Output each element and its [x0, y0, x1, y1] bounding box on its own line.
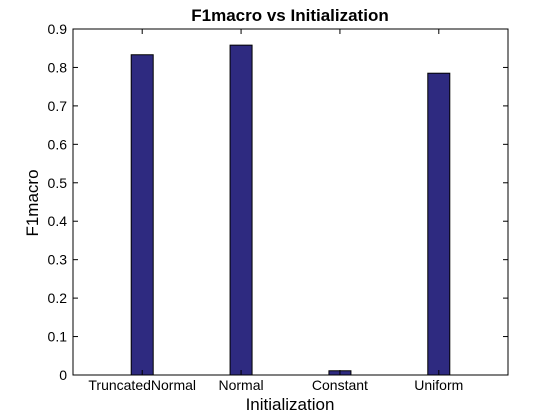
plot-frame [72, 28, 509, 376]
y-tick-label-7: 0.7 [48, 98, 68, 114]
bar-1 [229, 44, 253, 376]
y-tick-label-6: 0.6 [48, 136, 68, 152]
y-tick-label-3: 0.3 [48, 252, 68, 268]
x-tick-label-0: TruncatedNormal [88, 377, 196, 393]
y-tick-label-1: 0.1 [48, 329, 68, 345]
y-tick-label-0: 0 [59, 367, 67, 383]
chart-title: F1macro vs Initialization [191, 6, 388, 25]
y-tick-label-8: 0.8 [48, 59, 68, 75]
x-tick-label-1: Normal [219, 377, 264, 393]
plot-area: 0 0.1 0.2 0.3 0.4 0.5 0.6 0.7 0.8 0.9 TruncatedNor… [48, 21, 509, 393]
bar-0 [130, 54, 154, 376]
x-tick-label-2: Constant [312, 377, 368, 393]
y-tick-label-5: 0.5 [48, 175, 68, 191]
x-tick-label-3: Uniform [414, 377, 463, 393]
x-axis-label: Initialization [246, 395, 335, 414]
y-tick-label-9: 0.9 [48, 21, 68, 37]
y-tick-label-2: 0.2 [48, 290, 68, 306]
y-axis-label: F1macro [23, 169, 42, 236]
y-tick-label-4: 0.4 [48, 213, 68, 229]
bar-3 [427, 72, 451, 376]
